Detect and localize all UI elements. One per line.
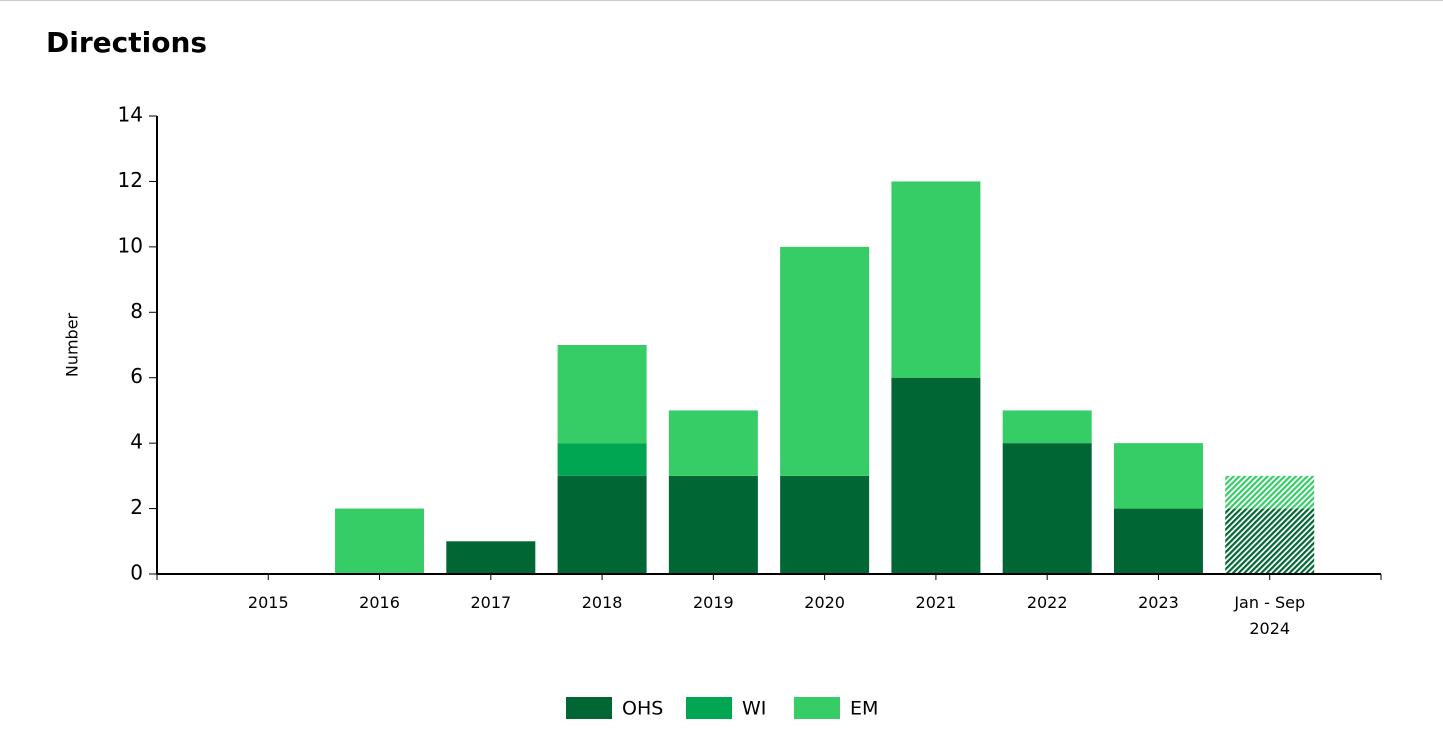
x-tick-label: Jan - Sep 2024 <box>1234 593 1306 638</box>
bar-segment <box>1002 410 1092 444</box>
bar-segment <box>1002 443 1092 574</box>
legend-label: EM <box>850 698 878 720</box>
x-tick-label: 2018 <box>581 593 623 612</box>
x-tick-label: 2022 <box>1026 593 1068 612</box>
bar-segment <box>668 410 758 476</box>
bar-segment <box>557 475 647 574</box>
bar-segment <box>446 541 536 574</box>
bar-segment <box>668 475 758 574</box>
bar-segment <box>891 181 981 378</box>
x-tick-label: 2015 <box>247 593 289 612</box>
bar-segment <box>1113 443 1203 509</box>
x-tick-label: 2020 <box>804 593 845 612</box>
y-axis-label: Number <box>63 312 82 377</box>
x-tick-label: 2016 <box>359 593 400 612</box>
legend-swatch <box>686 697 732 719</box>
legend-label: OHS <box>622 698 663 720</box>
chart-title: Directions <box>46 26 208 59</box>
y-tick-label: 12 <box>118 168 143 192</box>
x-tick-label: 2021 <box>915 593 957 612</box>
y-tick-label: 4 <box>130 430 143 454</box>
y-tick-label: 10 <box>118 233 143 257</box>
legend-label: WI <box>742 698 766 720</box>
bar-segment <box>557 345 647 444</box>
y-tick-label: 2 <box>130 495 143 519</box>
legend-swatch <box>566 697 612 719</box>
y-tick-label: 0 <box>130 561 143 585</box>
bar-segment <box>780 475 870 574</box>
top-rule <box>0 0 1443 1</box>
y-tick-label: 8 <box>130 299 143 323</box>
bar-segment <box>891 377 981 574</box>
bar-segment <box>1113 508 1203 574</box>
bar-segment <box>780 246 870 476</box>
bar-segment <box>557 443 647 476</box>
legend-swatch <box>794 697 840 719</box>
x-tick-label: 2019 <box>693 593 734 612</box>
bar-segment <box>1225 475 1315 509</box>
bar-segment <box>335 508 425 574</box>
x-tick-label: 2023 <box>1138 593 1179 612</box>
bar-segment <box>1225 508 1315 574</box>
y-tick-label: 14 <box>118 103 143 127</box>
y-tick-label: 6 <box>130 364 143 388</box>
x-tick-label: 2017 <box>470 593 512 612</box>
